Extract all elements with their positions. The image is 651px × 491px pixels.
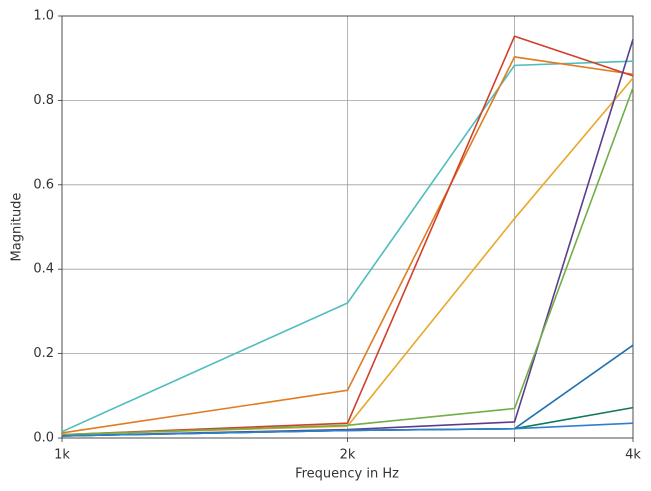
y-tick-label: 0.6: [33, 177, 54, 192]
line-series: [61, 422, 634, 437]
plot-frame: [61, 15, 634, 439]
y-tick-label: 0.2: [33, 346, 54, 361]
x-tick-label: 4k: [625, 448, 641, 463]
line-series: [61, 60, 634, 433]
line-series: [61, 35, 634, 436]
line-series: [61, 87, 634, 436]
x-tick-label: 1k: [54, 448, 70, 463]
y-axis-label: Magnitude: [10, 193, 25, 262]
line-series: [61, 56, 634, 434]
y-tick-label: 0.4: [33, 262, 54, 277]
y-tick-label: 0.8: [33, 93, 54, 108]
x-axis-label: Frequency in Hz: [295, 467, 399, 482]
y-tick-label: 1.0: [33, 9, 54, 24]
y-tick-label: 0.0: [33, 431, 54, 446]
x-tick-label: 2k: [340, 448, 356, 463]
